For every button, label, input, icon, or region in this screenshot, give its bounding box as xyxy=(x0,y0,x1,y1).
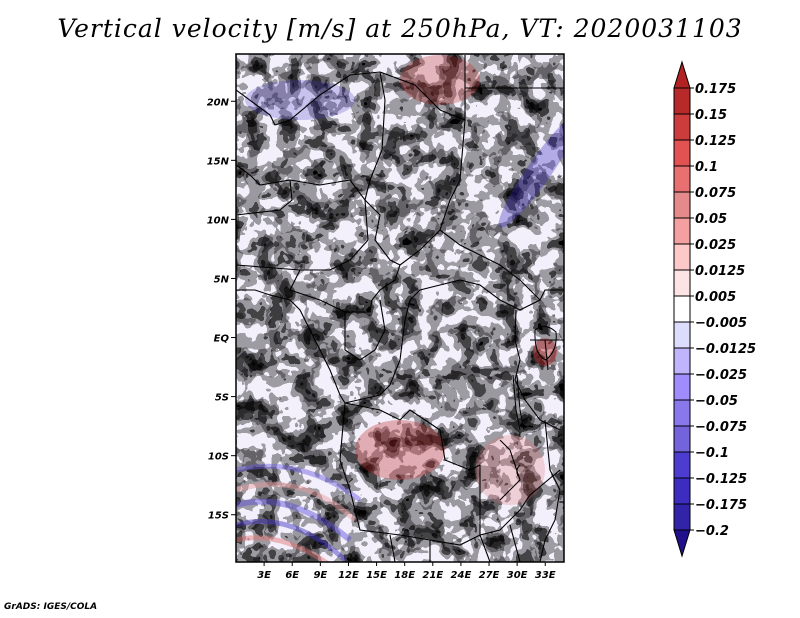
x-tick-label: 24E xyxy=(451,570,472,581)
descent-streak-sudan xyxy=(498,112,564,228)
map-field xyxy=(236,54,564,562)
colorbar-label: −0.075 xyxy=(695,420,747,435)
x-tick-label: 3E xyxy=(257,570,271,581)
x-tick-label: 12E xyxy=(338,570,359,581)
colorbar-label: 0.05 xyxy=(695,212,727,227)
colorbar-label: −0.175 xyxy=(695,498,747,513)
country-borders xyxy=(236,55,564,562)
colorbar-segment xyxy=(673,425,691,453)
colorbar-label: −0.2 xyxy=(695,524,729,539)
colorbar-label: −0.125 xyxy=(695,472,747,487)
colorbar-extend-max xyxy=(673,60,691,89)
x-tick-label: 9E xyxy=(313,570,327,581)
y-tick-label: EQ xyxy=(214,334,230,345)
colorbar-label: 0.125 xyxy=(695,134,736,149)
colorbar-segment xyxy=(673,217,691,245)
colorbar-label: −0.0125 xyxy=(695,342,756,357)
y-tick-label: 5N xyxy=(214,274,230,285)
colorbar-label: −0.05 xyxy=(695,394,738,409)
colorbar-segment xyxy=(673,295,691,323)
y-tick-label: 5S xyxy=(215,393,229,404)
colorbar-label: 0.025 xyxy=(695,238,736,253)
x-tick-label: 6E xyxy=(285,570,299,581)
colorbar-label: 0.175 xyxy=(695,82,736,97)
y-tick-label: 10S xyxy=(208,452,229,463)
colorbar-segment xyxy=(673,165,691,193)
y-axis: 20N 15N 10N 5N EQ 5S 10S 15S xyxy=(207,97,236,522)
colorbar-segment xyxy=(673,269,691,297)
colorbar-segment xyxy=(673,139,691,167)
colorbar-segment xyxy=(673,87,691,115)
colorbar-extend-min xyxy=(673,529,691,558)
x-tick-label: 27E xyxy=(479,570,500,581)
colorbar-label: 0.1 xyxy=(695,160,718,175)
atlantic-wave-bands xyxy=(236,463,362,562)
colorbar-label: −0.1 xyxy=(695,446,729,461)
x-tick-label: 15E xyxy=(366,570,387,581)
x-tick-label: 30E xyxy=(507,570,528,581)
ascent-zambia xyxy=(475,435,545,505)
ascent-field xyxy=(236,54,564,562)
colorbar-label: 0.15 xyxy=(695,108,727,123)
lakes xyxy=(512,326,557,477)
colorbar: 0.175 0.15 0.125 0.1 0.075 0.05 0.025 0.0125 0.0… xyxy=(673,60,756,558)
colorbar-segment xyxy=(673,399,691,427)
x-tick-label: 18E xyxy=(394,570,415,581)
colorbar-segment xyxy=(673,113,691,141)
y-tick-label: 10N xyxy=(207,215,230,226)
colorbar-label: 0.005 xyxy=(695,290,736,305)
y-tick-label: 15N xyxy=(207,156,230,167)
colorbar-segment xyxy=(673,373,691,401)
ascent-north xyxy=(400,55,480,105)
colorbar-label: −0.005 xyxy=(695,316,747,331)
colorbar-label: 0.0125 xyxy=(695,264,745,279)
ascent-core-victoria xyxy=(533,338,557,366)
colorbar-segment xyxy=(673,451,691,479)
descent-sahara xyxy=(245,80,355,120)
colorbar-segment xyxy=(673,347,691,375)
x-tick-label: 33E xyxy=(535,570,556,581)
y-tick-label: 20N xyxy=(207,97,230,108)
grads-credit: GrADS: IGES/COLA xyxy=(4,602,98,612)
ascent-core-angola xyxy=(355,420,445,480)
x-tick-label: 21E xyxy=(422,570,443,581)
colorbar-segment xyxy=(673,243,691,271)
map-frame xyxy=(235,53,565,563)
chart-title: Vertical velocity [m/s] at 250hPa, VT: 2… xyxy=(57,14,743,43)
colorbar-segment xyxy=(673,191,691,219)
colorbar-segment xyxy=(673,503,691,531)
colorbar-segment xyxy=(673,477,691,505)
colorbar-label: −0.025 xyxy=(695,368,747,383)
colorbar-segment xyxy=(673,321,691,349)
colorbar-label: 0.075 xyxy=(695,186,736,201)
y-tick-label: 15S xyxy=(208,511,229,522)
x-axis: 3E 6E 9E 12E 15E 18E 21E 24E 27E 30E 33E xyxy=(257,562,556,581)
